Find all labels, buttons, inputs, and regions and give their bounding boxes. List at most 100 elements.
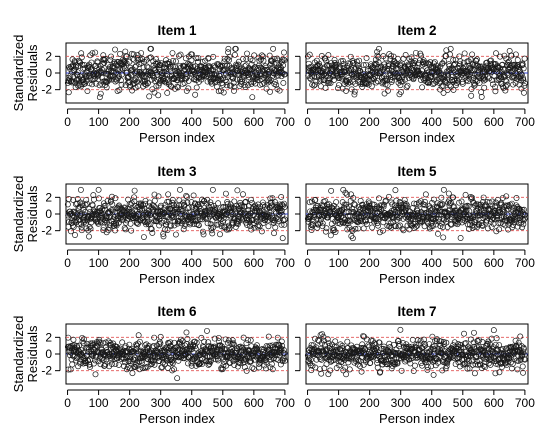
- data-point: [493, 335, 500, 342]
- data-point: [403, 201, 410, 208]
- data-point: [343, 371, 349, 378]
- data-point: [192, 345, 199, 352]
- data-point: [273, 341, 280, 348]
- data-point: [349, 206, 356, 213]
- x-tick-label: 500: [453, 256, 473, 270]
- data-point: [75, 82, 82, 89]
- data-point: [383, 75, 390, 82]
- data-point: [389, 77, 395, 84]
- data-point: [313, 206, 320, 213]
- data-point: [443, 80, 450, 86]
- y-axis: [295, 55, 301, 91]
- data-point: [385, 193, 392, 200]
- data-point: [86, 80, 93, 87]
- data-point: [281, 49, 287, 56]
- data-point: [409, 205, 416, 211]
- data-point: [258, 52, 265, 59]
- panel-title: Item 7: [397, 304, 436, 319]
- data-point: [231, 214, 238, 221]
- data-point: [222, 336, 229, 343]
- data-point: [211, 335, 218, 342]
- data-point: [494, 346, 501, 353]
- data-point: [207, 344, 214, 351]
- data-point: [138, 50, 145, 57]
- data-point: [281, 347, 287, 354]
- data-point: [461, 50, 468, 57]
- data-point: [345, 359, 352, 366]
- data-point: [196, 360, 203, 367]
- data-point: [75, 206, 82, 213]
- x-tick-label: 300: [151, 256, 171, 270]
- data-point: [235, 70, 242, 77]
- data-point: [208, 202, 214, 208]
- data-point: [87, 225, 94, 232]
- data-point: [83, 200, 90, 207]
- data-point: [225, 45, 232, 52]
- x-tick-label: 600: [244, 396, 264, 410]
- data-point: [185, 77, 192, 84]
- data-point: [280, 56, 287, 63]
- data-point: [375, 349, 382, 356]
- data-point: [232, 45, 239, 52]
- data-point: [443, 47, 450, 54]
- data-point: [350, 195, 357, 201]
- data-point: [96, 336, 103, 343]
- data-point: [380, 219, 387, 226]
- data-point: [136, 76, 142, 83]
- data-point: [431, 59, 438, 65]
- data-point: [145, 343, 152, 350]
- x-tick-label: 300: [151, 115, 171, 129]
- data-point: [319, 220, 326, 227]
- data-point: [161, 349, 168, 355]
- data-point: [112, 46, 119, 53]
- data-point: [412, 362, 418, 369]
- data-point: [443, 363, 450, 370]
- data-point: [495, 220, 502, 227]
- data-point: [395, 337, 402, 344]
- data-point: [99, 355, 105, 362]
- data-point: [349, 235, 356, 242]
- data-point: [480, 194, 487, 201]
- data-point: [337, 346, 344, 353]
- data-point: [466, 225, 472, 232]
- panel-item-1: Item 1 0 100 200 300 400 500 600 700 Person index…: [11, 23, 295, 145]
- data-point: [335, 65, 342, 72]
- data-point: [374, 48, 381, 55]
- data-point: [446, 200, 453, 207]
- data-point: [376, 195, 382, 202]
- data-point: [474, 56, 481, 63]
- data-point: [455, 219, 462, 226]
- data-point: [521, 356, 528, 363]
- data-point: [215, 334, 222, 341]
- data-point: [212, 205, 218, 212]
- data-point: [455, 343, 462, 350]
- data-point: [160, 233, 167, 240]
- data-point: [225, 226, 232, 233]
- data-point: [317, 366, 323, 373]
- data-point: [312, 196, 319, 203]
- data-point: [190, 192, 197, 199]
- data-point: [162, 201, 169, 208]
- data-point: [307, 208, 313, 215]
- data-point: [135, 340, 141, 347]
- y-tick-label: 2: [45, 49, 52, 63]
- data-point: [346, 366, 353, 373]
- data-point: [65, 334, 72, 341]
- x-tick-label: 300: [391, 396, 411, 410]
- data-point: [273, 81, 280, 88]
- data-points: [304, 326, 528, 378]
- data-point: [240, 334, 247, 341]
- data-point: [429, 333, 436, 340]
- data-point: [331, 60, 338, 66]
- data-point: [201, 338, 208, 345]
- data-point: [394, 360, 401, 367]
- y-axis: [295, 336, 301, 372]
- x-tick-label: 0: [304, 115, 311, 129]
- data-point: [352, 72, 359, 79]
- data-point: [519, 224, 526, 231]
- x-tick-label: 200: [120, 396, 140, 410]
- data-point: [118, 81, 125, 88]
- data-point: [137, 206, 144, 213]
- data-point: [450, 86, 457, 93]
- data-point: [83, 225, 90, 232]
